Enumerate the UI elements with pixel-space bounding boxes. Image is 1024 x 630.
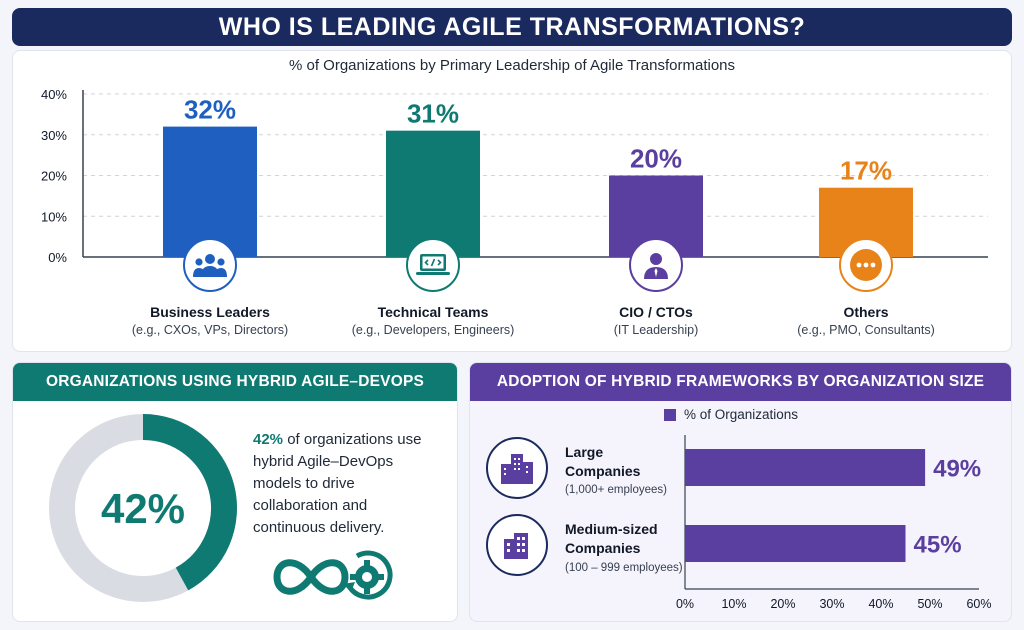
org-size-panel: ADOPTION OF HYBRID FRAMEWORKS BY ORGANIZ… xyxy=(469,362,1012,622)
category-desc: (e.g., Developers, Engineers) xyxy=(351,323,515,337)
x-tick-label: 30% xyxy=(819,597,844,611)
y-tick-label: 10% xyxy=(41,209,67,224)
chart-subtitle: % of Organizations by Primary Leadership… xyxy=(288,57,736,74)
hbar-value-label: 49% xyxy=(933,456,981,483)
size-name: Medium-sized Companies xyxy=(565,521,658,556)
code-laptop-icon xyxy=(406,238,460,292)
person-icon xyxy=(629,238,683,292)
y-tick-label: 40% xyxy=(41,87,67,102)
category-business-leaders: Business Leaders (e.g., CXOs, VPs, Direc… xyxy=(100,238,320,337)
size-desc: (100 – 999 employees) xyxy=(565,562,683,574)
leadership-chart-panel: % of Organizations by Primary Leadership… xyxy=(12,50,1012,352)
bar-value-label: 20% xyxy=(630,144,682,174)
hybrid-description: 42% of organizations use hybrid Agile–De… xyxy=(253,429,443,539)
category-name: Others xyxy=(843,304,889,320)
building-icon xyxy=(486,437,548,499)
hybrid-donut-chart: 42% xyxy=(49,414,237,602)
category-technical-teams: Technical Teams (e.g., Developers, Engin… xyxy=(323,238,543,337)
x-tick-label: 0% xyxy=(676,597,694,611)
hbar-value-label: 45% xyxy=(914,532,962,559)
hybrid-models-panel: ORGANIZATIONS USING HYBRID AGILE–DEVOPS … xyxy=(12,362,458,622)
category-desc: (e.g., PMO, Consultants) xyxy=(797,323,935,337)
hybrid-text: of organizations use hybrid Agile–DevOps… xyxy=(253,431,422,536)
hybrid-header: ORGANIZATIONS USING HYBRID AGILE–DEVOPS … xyxy=(13,363,457,428)
y-tick-label: 30% xyxy=(41,128,67,143)
small-building-icon xyxy=(486,514,548,576)
legend: % of Organizations xyxy=(664,407,798,422)
more-icon xyxy=(839,238,893,292)
people-icon xyxy=(183,238,237,292)
x-tick-label: 60% xyxy=(966,597,991,611)
y-tick-label: 0% xyxy=(48,250,67,265)
y-tick-label: 20% xyxy=(41,169,67,184)
category-name: Technical Teams xyxy=(377,304,489,320)
x-tick-label: 10% xyxy=(721,597,746,611)
donut-arc-hybrid xyxy=(142,414,237,591)
org-size-header: ADOPTION OF HYBRID FRAMEWORKS BY ORGANIZ… xyxy=(470,363,1011,401)
bar-value-label: 31% xyxy=(407,99,459,129)
bar-value-label: 17% xyxy=(840,156,892,186)
leadership-bar-chart: 0% 10% 20% 30% 40% 32% 31% 20% 17% xyxy=(41,87,988,265)
hbar-medium-companies xyxy=(685,525,906,562)
page-title: WHO IS LEADING AGILE TRANSFORMATIONS? xyxy=(12,8,1012,46)
hybrid-highlight: 42% xyxy=(253,431,284,448)
category-desc: (e.g., CXOs, VPs, Directors) xyxy=(131,323,289,337)
size-desc: (1,000+ employees) xyxy=(565,484,667,496)
x-tick-label: 50% xyxy=(917,597,942,611)
category-desc: (IT Leadership) xyxy=(613,323,699,337)
category-cio-ctos: CIO / CTOs (IT Leadership) xyxy=(546,238,766,337)
bar-value-label: 32% xyxy=(184,95,236,125)
category-name: CIO / CTOs xyxy=(619,304,693,320)
category-name: Business Leaders xyxy=(150,304,270,320)
bar-business-leaders xyxy=(163,126,257,257)
x-tick-label: 20% xyxy=(770,597,795,611)
bar-technical-teams xyxy=(386,130,480,257)
infinity-gear-icon xyxy=(273,550,393,600)
hbar-large-companies xyxy=(685,449,926,486)
x-tick-label: 40% xyxy=(868,597,893,611)
size-name: Large Companies xyxy=(565,444,641,479)
org-size-bar-chart: 0% 10% 20% 30% 40% 50% 60% 49% 45% xyxy=(676,435,992,611)
category-others: Others (e.g., PMO, Consultants) xyxy=(756,238,976,337)
legend-label: % of Organizations xyxy=(684,407,799,422)
donut-center-label: 42% xyxy=(101,485,185,532)
legend-swatch xyxy=(664,408,676,421)
